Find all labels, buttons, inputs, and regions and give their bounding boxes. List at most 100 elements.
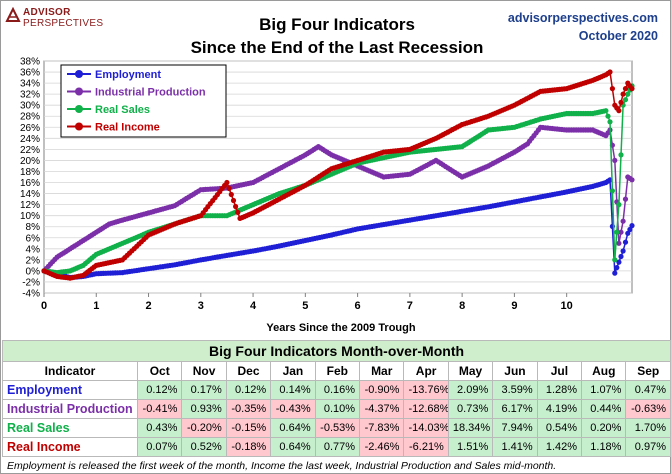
indicator-name: Real Income: [2, 437, 138, 457]
mom-value-cell: 0.47%: [625, 380, 671, 400]
y-tick-label: 22%: [20, 145, 40, 156]
mom-value-cell: 18.34%: [447, 418, 494, 438]
x-tick-label: 0: [41, 300, 47, 312]
mom-value-cell: -0.43%: [270, 399, 316, 419]
indicator-name: Real Sales: [2, 418, 138, 438]
series-employment: [41, 177, 635, 281]
x-tick-label: 1: [93, 300, 99, 312]
report-date: October 2020: [578, 29, 658, 43]
data-point: [622, 196, 629, 202]
data-point: [625, 91, 631, 97]
data-point: [612, 270, 618, 276]
y-tick-label: 4%: [26, 244, 41, 255]
y-tick-label: 38%: [20, 57, 40, 68]
mom-value-cell: 0.12%: [136, 380, 183, 400]
mom-value-cell: 1.41%: [492, 437, 538, 457]
x-tick-label: 6: [355, 300, 361, 312]
y-tick-label: 32%: [20, 90, 40, 101]
data-point: [233, 203, 239, 210]
mom-value-cell: 0.73%: [447, 399, 494, 419]
indicator-name: Employment: [2, 380, 138, 400]
data-point: [618, 99, 624, 105]
mom-value-cell: 0.17%: [181, 380, 227, 400]
y-tick-label: 6%: [26, 233, 41, 244]
x-tick-label: 8: [459, 300, 465, 312]
mom-value-cell: 2.09%: [447, 380, 494, 400]
month-header: Feb: [314, 361, 361, 381]
data-point: [616, 259, 622, 265]
mom-value-cell: 0.93%: [181, 399, 227, 419]
data-point: [612, 157, 618, 163]
mom-value-cell: -0.15%: [225, 418, 272, 438]
legend-label: Real Sales: [95, 104, 150, 116]
mom-value-cell: -7.83%: [359, 418, 405, 438]
title-line1: Big Four Indicators: [259, 15, 415, 34]
data-point: [616, 202, 622, 208]
logo-icon: [5, 7, 21, 22]
mom-value-cell: 0.07%: [136, 437, 183, 457]
data-point: [228, 191, 234, 198]
mom-value-cell: 0.10%: [314, 399, 361, 419]
title-line2: Since the End of the Last Recession: [190, 38, 484, 57]
y-tick-label: 18%: [20, 167, 40, 178]
y-tick-label: -2%: [22, 277, 40, 288]
data-point: [627, 226, 633, 233]
mom-value-cell: 0.52%: [181, 437, 227, 457]
month-header: Sep: [625, 361, 671, 381]
mom-value-cell: 0.12%: [225, 380, 272, 400]
mom-value-cell: -0.53%: [314, 418, 361, 438]
logo-text-line2: PERSPECTIVES: [23, 18, 104, 29]
y-tick-label: 28%: [20, 112, 40, 123]
table-row: Real Income 0.07% 0.52% -0.18% 0.64% 0.77% -2.…: [2, 437, 671, 457]
legend-swatch-marker: [75, 70, 83, 78]
mom-value-cell: 1.28%: [536, 380, 583, 400]
data-point: [224, 179, 230, 186]
mom-value-cell: 0.97%: [625, 437, 671, 457]
mom-table: Big Four Indicators Month-over-Month Ind…: [2, 340, 671, 457]
logo-text-line1: ADVISOR: [23, 7, 71, 18]
table-row: Employment 0.12% 0.17% 0.12% 0.14% 0.16% -0.90…: [2, 380, 671, 400]
mom-value-cell: -12.68%: [403, 399, 449, 419]
mom-value-cell: 6.17%: [492, 399, 538, 419]
advisor-perspectives-logo: ADVISOR PERSPECTIVES: [5, 7, 115, 37]
mom-value-cell: 0.43%: [136, 418, 183, 438]
y-tick-label: 34%: [20, 79, 40, 90]
x-tick-label: 10: [561, 300, 573, 312]
mom-value-cell: 1.70%: [625, 418, 671, 438]
y-tick-label: 26%: [20, 123, 40, 134]
mom-value-cell: -0.90%: [359, 380, 405, 400]
x-tick-label: 4: [250, 300, 257, 312]
mom-value-cell: 0.64%: [270, 418, 316, 438]
legend-box: [60, 64, 227, 138]
mom-value-cell: 7.94%: [492, 418, 538, 438]
legend-label: Employment: [95, 69, 161, 81]
series-real-income: [41, 69, 635, 281]
mom-value-cell: -13.76%: [403, 380, 449, 400]
month-header: May: [447, 361, 494, 381]
legend-swatch-marker: [75, 87, 83, 96]
y-tick-label: 2%: [26, 255, 41, 266]
data-point: [603, 108, 609, 114]
data-point: [622, 97, 629, 103]
mom-value-cell: -4.37%: [359, 399, 405, 419]
month-header: Oct: [136, 361, 183, 381]
mom-table-wrap: Big Four Indicators Month-over-Month Ind…: [2, 340, 671, 457]
data-point: [620, 91, 626, 97]
data-point: [620, 218, 626, 224]
mom-value-cell: -14.03%: [403, 418, 449, 438]
month-header: Mar: [359, 361, 405, 381]
chart-title: Big Four Indicators Since the End of the…: [151, 13, 523, 59]
site-info: advisorperspectives.com October 2020: [508, 9, 658, 45]
data-point: [607, 69, 613, 75]
y-tick-label: 30%: [20, 101, 40, 112]
data-point: [226, 185, 232, 192]
x-tick-label: 3: [198, 300, 204, 312]
data-point: [609, 188, 616, 194]
y-tick-label: 20%: [20, 156, 40, 167]
y-tick-label: 14%: [20, 189, 40, 200]
mom-value-cell: 0.54%: [536, 418, 583, 438]
x-axis-label: Years Since the 2009 Trough: [266, 322, 415, 334]
mom-value-cell: -0.63%: [625, 399, 671, 419]
data-point: [230, 197, 237, 204]
data-point: [618, 229, 624, 235]
